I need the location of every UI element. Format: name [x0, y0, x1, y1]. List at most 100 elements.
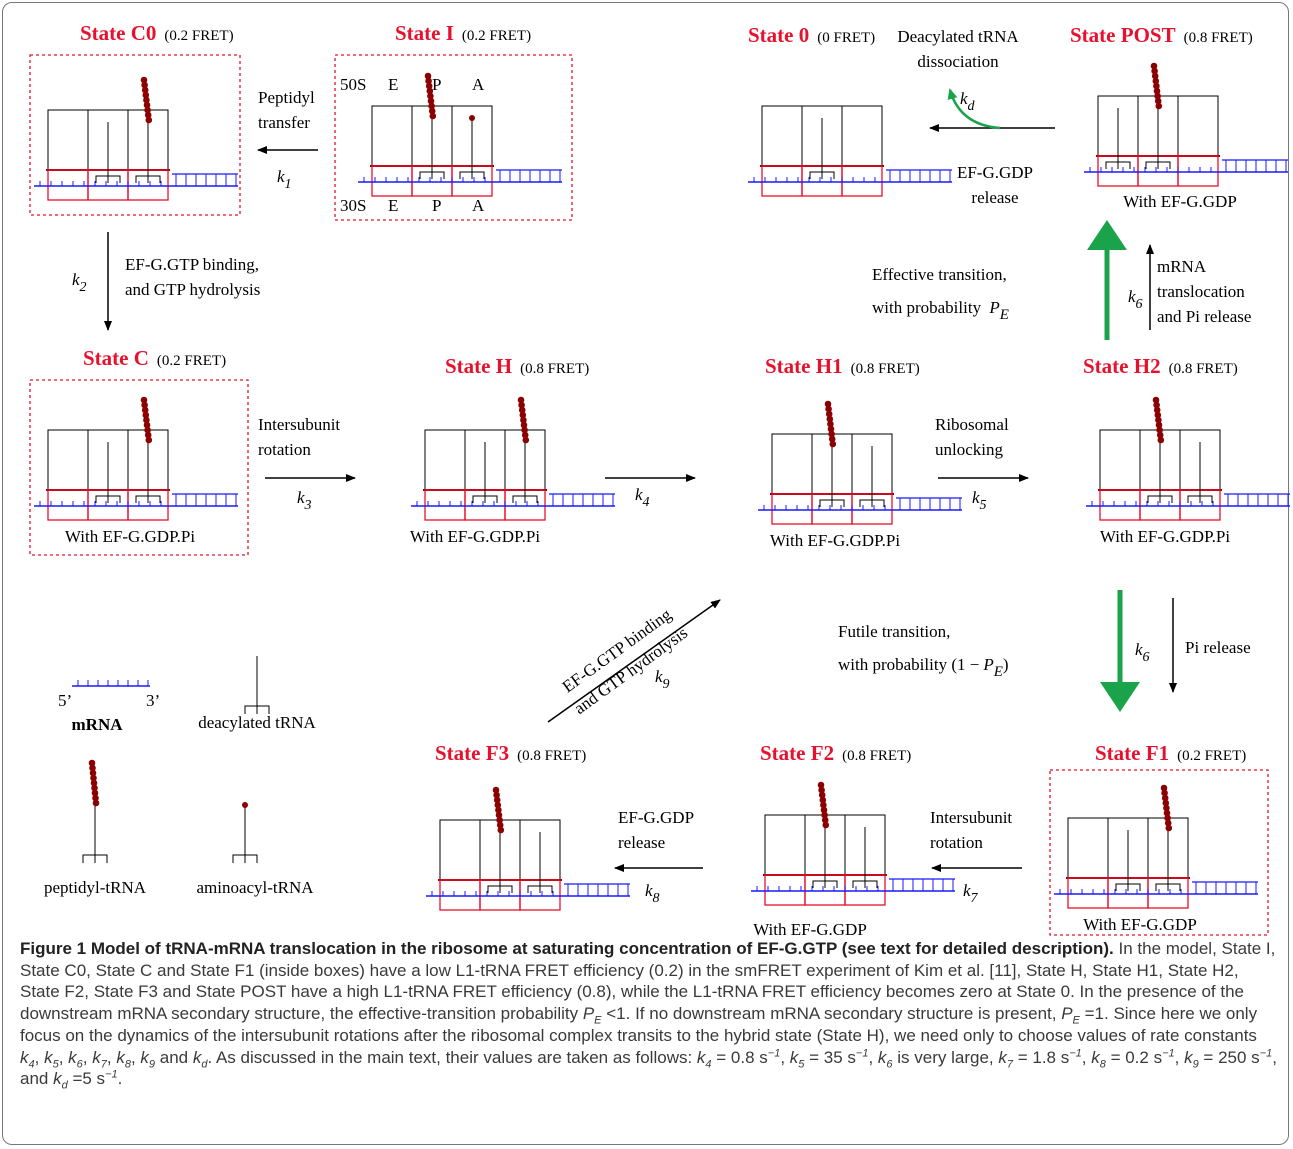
peptide-residue [1151, 72, 1159, 80]
peptide-residue [520, 416, 527, 424]
anticodon [135, 495, 161, 503]
state-label: State I (0.2 FRET) [395, 21, 531, 45]
rate-symbol: k [297, 488, 305, 507]
peptide-residue [144, 106, 151, 114]
small-subunit-box [371, 165, 413, 197]
caption-text: 5 [798, 1057, 805, 1070]
transition-label: Pi release [1185, 638, 1251, 657]
peptide-residue [1165, 824, 1173, 832]
peptide-residue [142, 91, 150, 99]
caption-text: , [58, 1047, 69, 1067]
state-name: State C [83, 346, 149, 370]
small-subunit-box [424, 489, 466, 521]
state-fret: (0.8 FRET) [842, 748, 911, 764]
transition-label: Intersubunit [930, 808, 1012, 827]
peptide-residue [820, 806, 828, 814]
anticodon [1147, 495, 1173, 503]
peptide-residue [827, 425, 835, 433]
peptide-residue [1163, 804, 1170, 812]
caption-text: , [82, 1047, 93, 1067]
caption-text: k [44, 1047, 53, 1067]
peptide-residue [141, 401, 148, 409]
peptide-residue [1152, 77, 1160, 85]
state-fret: (0.8 FRET) [520, 361, 589, 377]
peptide-residue [425, 77, 432, 85]
caption-text: is very large, [892, 1047, 999, 1067]
peptide-residue [1154, 411, 1162, 419]
state-label: State F3 (0.8 FRET) [435, 741, 586, 765]
peptide-residue [1154, 97, 1162, 105]
anticodon [95, 495, 121, 503]
peptide-residue [1163, 809, 1171, 817]
large-subunit-box [371, 105, 413, 167]
caption-text: <1. If no downstream mRNA secondary stru… [601, 1004, 1062, 1024]
large-subunit-box [1177, 95, 1219, 157]
large-subunit-box [47, 109, 89, 171]
caption-text: E [594, 1014, 602, 1027]
peptide-residue [817, 781, 825, 789]
peptide-residue [141, 406, 149, 414]
anticodon [512, 495, 538, 503]
peptide-residue [427, 92, 434, 100]
peptide-residue [144, 426, 151, 434]
state-caption: With EF-G.GDP [1123, 192, 1237, 211]
dissociation-arrow [947, 88, 1001, 130]
caption-text: and [155, 1047, 193, 1067]
peptide-residue [521, 426, 528, 434]
legend-peptide-residue [89, 769, 97, 777]
anticodon [472, 495, 498, 503]
state-fret: (0 FRET) [817, 30, 875, 46]
peptide-residue [427, 97, 435, 105]
caption-text: k [1091, 1047, 1100, 1067]
branch-text: with probability (1 − [838, 655, 979, 674]
caption-text: = 250 s [1198, 1047, 1260, 1067]
large-subunit-box [771, 433, 813, 495]
small-subunit-box [439, 879, 481, 911]
peptide-residue [824, 400, 832, 408]
small-subunit-box [764, 874, 806, 906]
figure-caption: Figure 1 Model of tRNA-mRNA translocatio… [20, 938, 1278, 1091]
branch-text: ) [1003, 655, 1009, 674]
rate-constant: k7 [963, 881, 979, 906]
peptide-residue [143, 96, 150, 104]
rate-subscript: d [968, 99, 976, 114]
state-label: State H2 (0.8 FRET) [1083, 354, 1238, 378]
peptide-residue [1153, 87, 1161, 95]
large-subunit-box [1067, 817, 1109, 879]
legend-label: 5’ [58, 691, 72, 710]
anticodon [809, 171, 835, 179]
rate-subscript: 9 [663, 677, 670, 692]
caption-text: In the model, State I, State C0, State C… [20, 939, 1276, 1024]
anticodon [1115, 883, 1141, 891]
peptide-residue [826, 415, 834, 423]
peptide-residue [429, 112, 437, 120]
amino-acid [469, 115, 475, 121]
transition-label: rotation [258, 440, 311, 459]
small-subunit-box [1099, 489, 1141, 521]
peptide-residue [1162, 799, 1170, 807]
caption-text: −1 [1069, 1046, 1082, 1059]
legend-peptide-residue [91, 784, 98, 792]
caption-text: 8 [1099, 1057, 1106, 1070]
transition-label: and Pi release [1157, 307, 1251, 326]
transition-label: Deacylated tRNA [897, 27, 1019, 46]
state-name: State 0 [748, 23, 809, 47]
peptide-residue [1161, 794, 1169, 802]
rate-subscript: 1 [285, 177, 292, 192]
caption-text: k [20, 1047, 29, 1067]
rate-subscript: 8 [653, 891, 660, 906]
caption-text: P [1061, 1004, 1073, 1024]
state-fret: (0.8 FRET) [1184, 30, 1253, 46]
legend-peptide-residue [90, 774, 97, 782]
rate-constant: k8 [645, 881, 660, 906]
large-subunit-box [47, 429, 89, 491]
anticodon [459, 171, 485, 179]
caption-text: = 0.8 s [711, 1047, 768, 1067]
state-name: State C0 [80, 21, 156, 45]
peptide-residue [493, 791, 500, 799]
peptide-residue [520, 421, 528, 429]
peptide-residue [825, 410, 833, 418]
transition-label: release [971, 188, 1018, 207]
state-fret: (0.2 FRET) [157, 353, 226, 369]
